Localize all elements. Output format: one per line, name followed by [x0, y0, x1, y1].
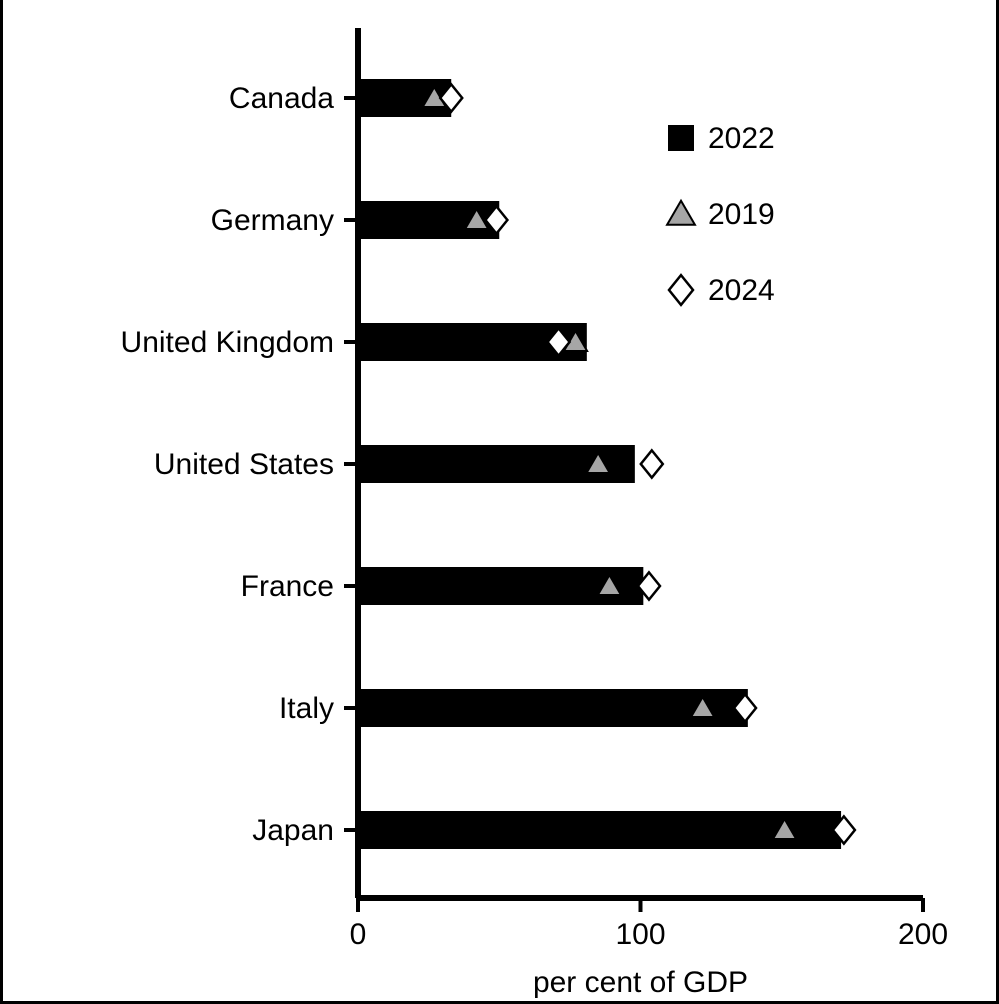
category-label-united-kingdom: United Kingdom: [121, 326, 334, 359]
legend-label-2019: 2019: [708, 198, 775, 231]
legend-marker-2019: [667, 201, 695, 225]
marker-2024-united-states: [641, 450, 663, 477]
legend-marker-2022: [668, 125, 694, 151]
chart-svg: 0 100 200 Canada Germany United Kingdom United…: [3, 0, 996, 1001]
category-label-canada: Canada: [229, 82, 334, 115]
category-label-japan: Japan: [252, 814, 334, 847]
bar-france: [358, 567, 643, 605]
x-tick-label: 0: [350, 918, 367, 951]
x-tick-label: 200: [898, 918, 948, 951]
legend-label-2024: 2024: [708, 274, 775, 307]
legend-label-2022: 2022: [708, 122, 775, 155]
category-label-germany: Germany: [211, 204, 334, 237]
category-label-france: France: [241, 570, 334, 603]
x-tick-label: 100: [615, 918, 665, 951]
bar-japan: [358, 811, 841, 849]
legend-marker-2024: [669, 275, 693, 305]
chart-frame: 0 100 200 Canada Germany United Kingdom United…: [0, 0, 999, 1004]
x-axis-label: per cent of GDP: [533, 966, 748, 999]
category-label-united-states: United States: [154, 448, 334, 481]
bar-italy: [358, 689, 748, 727]
category-label-italy: Italy: [279, 692, 334, 725]
